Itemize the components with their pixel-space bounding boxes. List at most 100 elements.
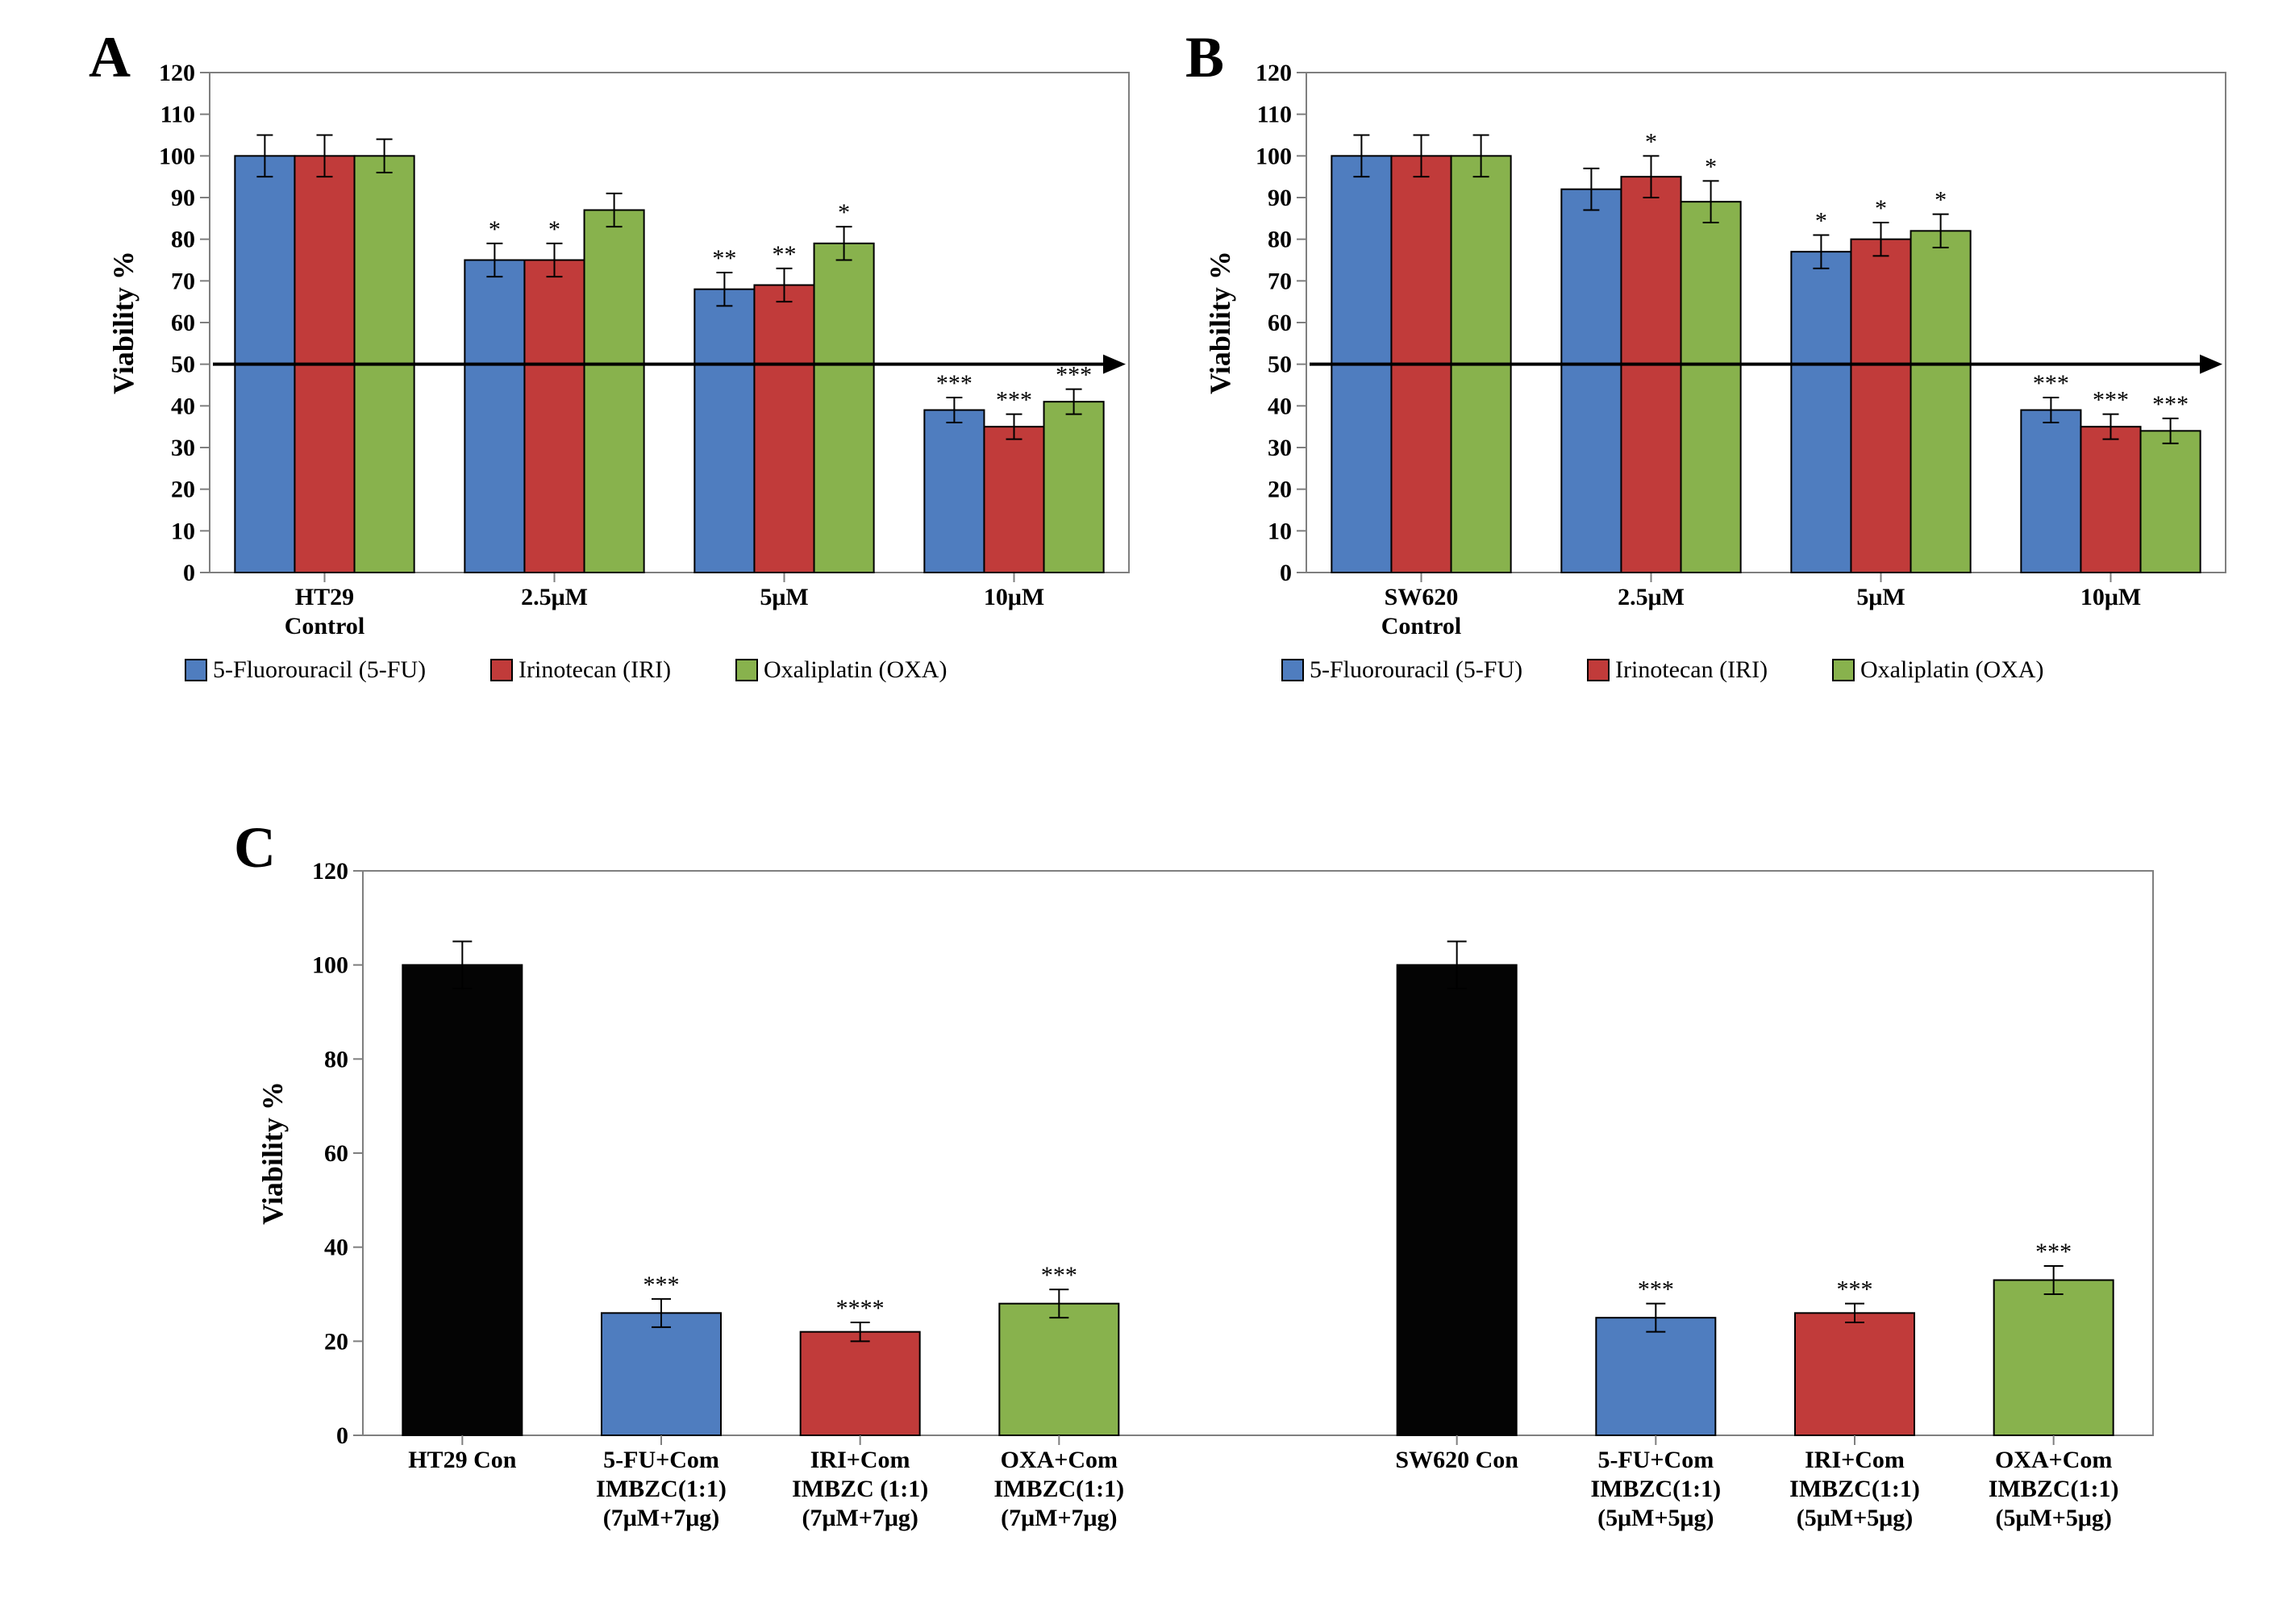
svg-text:****: ****: [836, 1295, 885, 1322]
svg-text:10μM: 10μM: [2080, 584, 2141, 610]
bar: [1397, 965, 1517, 1435]
svg-text:5-FU+Com: 5-FU+Com: [1597, 1447, 1714, 1473]
svg-text:0: 0: [1280, 560, 1292, 586]
svg-text:10: 10: [1268, 518, 1292, 544]
svg-text:5-FU+Com: 5-FU+Com: [603, 1447, 719, 1473]
legend-label: Oxaliplatin (OXA): [764, 656, 947, 683]
svg-text:IMBZC(1:1): IMBZC(1:1): [994, 1476, 1125, 1502]
bar: [2141, 431, 2201, 573]
bar: [801, 1332, 920, 1435]
bar: [999, 1304, 1118, 1435]
svg-text:80: 80: [171, 227, 195, 253]
svg-text:Control: Control: [285, 613, 364, 639]
bar: [1621, 177, 1681, 573]
bar: [1791, 252, 1851, 573]
svg-text:50: 50: [1268, 352, 1292, 378]
svg-text:Viability %: Viability %: [107, 251, 140, 394]
svg-text:***: ***: [1837, 1276, 1873, 1303]
bar: [1994, 1280, 2114, 1436]
bar: [2080, 427, 2140, 573]
svg-text:100: 100: [159, 143, 195, 169]
svg-text:(7μM+7μg): (7μM+7μg): [1001, 1505, 1117, 1531]
svg-text:40: 40: [324, 1235, 348, 1261]
bar: [814, 244, 874, 573]
legend-label: 5-Fluorouracil (5-FU): [213, 656, 426, 683]
svg-text:***: ***: [2093, 387, 2129, 414]
bar: [585, 210, 644, 573]
svg-text:*: *: [838, 199, 850, 226]
bar: [1911, 231, 1971, 573]
svg-text:2.5μM: 2.5μM: [1618, 584, 1685, 610]
svg-text:80: 80: [324, 1046, 348, 1072]
svg-text:60: 60: [324, 1140, 348, 1167]
svg-text:40: 40: [171, 393, 195, 419]
svg-text:2.5μM: 2.5μM: [521, 584, 588, 610]
svg-text:OXA+Com: OXA+Com: [1995, 1447, 2112, 1473]
svg-text:*: *: [1645, 128, 1657, 155]
svg-text:*: *: [548, 216, 560, 243]
svg-text:*: *: [489, 216, 501, 243]
bar: [1561, 189, 1621, 573]
svg-text:120: 120: [159, 60, 195, 86]
bar: [402, 965, 522, 1435]
bar: [1681, 202, 1741, 573]
chart-b: 0102030405060708090100110120Viability %S…: [1193, 32, 2242, 782]
svg-text:IMBZC(1:1): IMBZC(1:1): [1591, 1476, 1722, 1502]
svg-text:*: *: [1875, 195, 1887, 222]
bar: [1596, 1318, 1715, 1435]
bar: [1795, 1313, 1914, 1435]
svg-text:***: ***: [1638, 1276, 1674, 1303]
svg-text:*: *: [1705, 153, 1717, 180]
svg-text:***: ***: [2035, 1239, 2072, 1265]
svg-text:***: ***: [643, 1272, 680, 1298]
legend-label: Irinotecan (IRI): [519, 656, 671, 683]
svg-text:Viability %: Viability %: [256, 1081, 289, 1225]
svg-text:0: 0: [183, 560, 195, 586]
svg-text:***: ***: [2152, 391, 2189, 418]
svg-text:60: 60: [1268, 310, 1292, 336]
svg-text:IRI+Com: IRI+Com: [810, 1447, 910, 1473]
svg-text:SW620: SW620: [1385, 584, 1459, 610]
svg-text:5μM: 5μM: [760, 584, 808, 610]
bar: [464, 260, 524, 573]
bar: [524, 260, 584, 573]
svg-text:70: 70: [171, 268, 195, 294]
svg-text:80: 80: [1268, 227, 1292, 253]
svg-text:OXA+Com: OXA+Com: [1001, 1447, 1118, 1473]
svg-text:IMBZC(1:1): IMBZC(1:1): [596, 1476, 727, 1502]
svg-text:***: ***: [996, 387, 1032, 414]
svg-text:70: 70: [1268, 268, 1292, 294]
svg-text:110: 110: [160, 102, 195, 128]
svg-text:0: 0: [336, 1422, 348, 1449]
svg-text:IMBZC(1:1): IMBZC(1:1): [1989, 1476, 2119, 1502]
svg-text:IRI+Com: IRI+Com: [1805, 1447, 1905, 1473]
svg-text:100: 100: [1256, 143, 1292, 169]
chart-a: 0102030405060708090100110120Viability %H…: [97, 32, 1145, 782]
svg-text:*: *: [1935, 187, 1947, 214]
bar: [602, 1313, 721, 1435]
bar: [1044, 402, 1104, 573]
svg-text:(7μM+7μg): (7μM+7μg): [802, 1505, 918, 1531]
svg-text:HT29: HT29: [295, 584, 354, 610]
svg-text:30: 30: [1268, 435, 1292, 461]
svg-text:60: 60: [171, 310, 195, 336]
svg-text:50: 50: [171, 352, 195, 378]
svg-text:(5μM+5μg): (5μM+5μg): [1995, 1505, 2111, 1531]
svg-text:(7μM+7μg): (7μM+7μg): [603, 1505, 719, 1531]
bar: [2021, 410, 2080, 573]
svg-text:***: ***: [2033, 370, 2069, 397]
svg-text:(5μM+5μg): (5μM+5μg): [1597, 1505, 1714, 1531]
svg-text:90: 90: [171, 185, 195, 211]
svg-text:20: 20: [171, 477, 195, 503]
chart-c: 020406080100120Viability %HT29 Con***5-F…: [242, 822, 2177, 1597]
svg-text:***: ***: [1041, 1262, 1077, 1289]
svg-text:30: 30: [171, 435, 195, 461]
svg-text:10μM: 10μM: [984, 584, 1044, 610]
svg-text:IMBZC(1:1): IMBZC(1:1): [1789, 1476, 1920, 1502]
svg-text:Viability %: Viability %: [1204, 251, 1236, 394]
figure-root: A B C 0102030405060708090100110120Viabil…: [0, 0, 2274, 1624]
svg-text:Control: Control: [1381, 613, 1461, 639]
bar: [1851, 239, 1910, 573]
svg-text:*: *: [1815, 208, 1827, 235]
svg-text:110: 110: [1257, 102, 1292, 128]
